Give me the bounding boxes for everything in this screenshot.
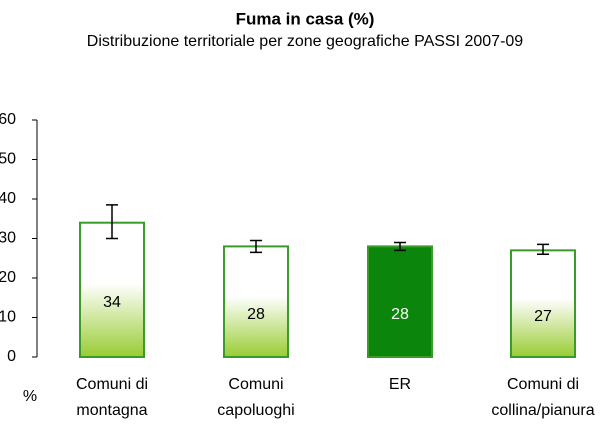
- x-tick-label: Comuni di: [76, 376, 148, 393]
- y-tick-label: 40: [0, 190, 16, 207]
- y-tick-label: 30: [0, 230, 16, 247]
- y-tick-label: 10: [0, 309, 16, 326]
- y-axis-label: %: [23, 388, 37, 405]
- x-tick-label: collina/pianura: [491, 402, 594, 419]
- chart-subtitle: Distribuzione territoriale per zone geog…: [87, 33, 523, 50]
- error-bar: [537, 243, 549, 256]
- error-bar: [106, 204, 118, 240]
- value-label: 28: [391, 306, 409, 323]
- error-bar: [394, 241, 406, 252]
- y-tick-label: 50: [0, 151, 16, 168]
- y-tick-label: 20: [0, 269, 16, 286]
- bar: [79, 221, 145, 358]
- bar: [223, 245, 289, 358]
- x-tick-label: montagna: [76, 402, 147, 419]
- chart-title: Fuma in casa (%): [236, 9, 375, 28]
- bar: [367, 245, 433, 358]
- error-bar: [250, 239, 262, 254]
- value-label: 34: [103, 294, 121, 311]
- x-tick-label: Comuni: [228, 376, 283, 393]
- x-tick-label: capoluoghi: [217, 402, 294, 419]
- bar: [510, 249, 576, 359]
- value-label: 27: [534, 308, 552, 325]
- y-tick-label: 0: [7, 348, 16, 365]
- x-tick-label: Comuni di: [507, 376, 579, 393]
- y-tick-label: 60: [0, 111, 16, 128]
- x-tick-label: ER: [389, 376, 411, 393]
- value-label: 28: [247, 306, 265, 323]
